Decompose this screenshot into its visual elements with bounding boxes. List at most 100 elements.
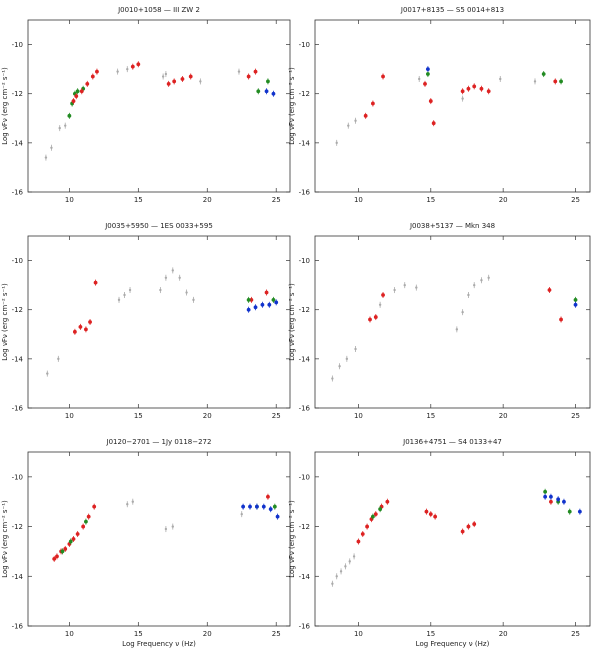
data-point xyxy=(354,119,357,122)
data-point xyxy=(253,305,258,310)
x-tick-label: 10 xyxy=(65,196,74,204)
x-tick-label: 10 xyxy=(354,412,363,420)
series-2 xyxy=(368,287,563,323)
data-point xyxy=(331,377,334,380)
data-point xyxy=(335,575,338,578)
x-tick-label: 25 xyxy=(571,412,580,420)
data-point xyxy=(547,288,552,292)
plot-frame xyxy=(27,235,291,409)
data-point xyxy=(266,494,270,499)
data-point xyxy=(338,365,341,368)
data-point xyxy=(44,156,48,159)
data-point xyxy=(487,276,490,279)
plot-frame xyxy=(27,19,291,193)
data-point xyxy=(354,347,357,351)
data-point xyxy=(347,124,350,127)
y-tick-label: -16 xyxy=(299,189,311,197)
data-point xyxy=(577,509,582,514)
data-point xyxy=(425,72,430,76)
x-tick-label: 20 xyxy=(499,196,508,204)
data-point xyxy=(461,97,464,100)
data-point xyxy=(237,70,241,73)
data-point xyxy=(86,514,91,519)
series-2 xyxy=(356,498,553,545)
data-point xyxy=(116,70,119,73)
y-tick-label: -10 xyxy=(299,41,310,49)
data-point xyxy=(199,80,202,83)
sed-panel-4: J0038+5137 — Mkn 348 Log νFν (erg cm⁻² s⁻… xyxy=(288,222,591,420)
data-point xyxy=(275,514,280,519)
data-point xyxy=(473,283,476,287)
y-tick-label: -14 xyxy=(299,139,311,147)
data-point xyxy=(67,113,72,118)
data-point xyxy=(78,325,83,329)
data-point xyxy=(71,99,76,103)
data-point xyxy=(249,297,254,302)
data-point xyxy=(356,539,361,544)
data-point xyxy=(136,62,141,67)
data-point xyxy=(423,81,427,86)
data-point xyxy=(84,327,88,332)
y-tick-label: -14 xyxy=(12,139,24,147)
data-point xyxy=(559,317,563,322)
y-tick-label: -16 xyxy=(299,623,311,631)
x-tick-label: 25 xyxy=(272,630,281,638)
data-point xyxy=(466,524,471,529)
data-point xyxy=(541,72,546,76)
data-point xyxy=(93,280,98,285)
y-tick-label: -16 xyxy=(12,405,24,413)
y-axis-label: Log νFν (erg cm⁻² s⁻¹) xyxy=(1,283,9,361)
data-point xyxy=(241,504,246,509)
x-tick-label: 15 xyxy=(426,412,435,420)
data-point xyxy=(172,79,177,84)
y-tick-label: -10 xyxy=(12,41,23,49)
data-point xyxy=(428,512,433,517)
data-point xyxy=(130,64,135,69)
series-3 xyxy=(60,503,277,555)
series-3 xyxy=(370,488,572,520)
x-tick-label: 10 xyxy=(65,412,74,420)
data-point xyxy=(92,504,97,509)
series-2 xyxy=(52,493,270,562)
y-tick-label: -12 xyxy=(12,306,23,314)
x-tick-label: 10 xyxy=(354,630,363,638)
data-point xyxy=(479,86,484,91)
data-point xyxy=(348,560,351,563)
panel-title: J0038+5137 — Mkn 348 xyxy=(409,222,495,230)
y-tick-label: -12 xyxy=(299,90,310,98)
data-point xyxy=(553,79,558,84)
data-point xyxy=(549,499,553,504)
data-point xyxy=(246,307,251,312)
data-point xyxy=(64,124,67,127)
series-1 xyxy=(46,267,195,377)
y-tick-label: -14 xyxy=(12,573,24,581)
series-2 xyxy=(363,73,558,127)
sed-panel-3: J0035+5950 — 1ES 0033+595 Log νFν (erg cm… xyxy=(1,222,291,420)
y-tick-label: -10 xyxy=(299,257,310,265)
data-point xyxy=(63,547,68,551)
x-tick-label: 20 xyxy=(499,630,508,638)
x-tick-label: 20 xyxy=(203,196,212,204)
data-point xyxy=(71,537,76,541)
series-4 xyxy=(264,88,276,97)
data-point xyxy=(460,529,465,534)
sed-panel-5: J0120−2701 — 1Jy 0118−272 Log νFν (erg cm… xyxy=(1,438,291,648)
data-point xyxy=(385,499,390,504)
x-tick-label: 25 xyxy=(571,196,580,204)
data-point xyxy=(381,293,385,297)
data-point xyxy=(370,514,375,519)
y-tick-label: -16 xyxy=(12,623,24,631)
data-point xyxy=(499,77,502,81)
data-point xyxy=(79,89,84,94)
data-point xyxy=(128,288,132,292)
data-point xyxy=(466,86,471,91)
y-tick-label: -10 xyxy=(299,473,310,481)
data-point xyxy=(370,101,375,106)
data-point xyxy=(180,77,185,81)
data-point xyxy=(331,582,334,585)
x-tick-label: 15 xyxy=(134,630,143,638)
data-point xyxy=(486,89,491,94)
data-point xyxy=(365,524,370,529)
y-tick-label: -10 xyxy=(12,473,23,481)
